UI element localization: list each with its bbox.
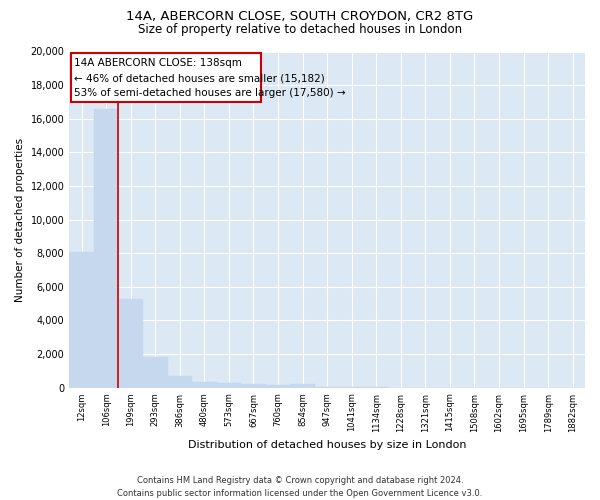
Text: 14A, ABERCORN CLOSE, SOUTH CROYDON, CR2 8TG: 14A, ABERCORN CLOSE, SOUTH CROYDON, CR2 … [127,10,473,23]
Text: Size of property relative to detached houses in London: Size of property relative to detached ho… [138,22,462,36]
Bar [118,298,143,388]
Bar [69,252,94,388]
Bar [167,376,192,388]
Text: Contains HM Land Registry data © Crown copyright and database right 2024.
Contai: Contains HM Land Registry data © Crown c… [118,476,482,498]
Bar [192,382,217,388]
Bar [290,384,315,388]
Y-axis label: Number of detached properties: Number of detached properties [15,138,25,302]
X-axis label: Distribution of detached houses by size in London: Distribution of detached houses by size … [188,440,466,450]
Bar [241,384,266,388]
Bar [143,356,167,388]
Bar [94,108,118,388]
FancyBboxPatch shape [71,53,261,102]
Bar [266,385,290,388]
Text: 14A ABERCORN CLOSE: 138sqm
← 46% of detached houses are smaller (15,182)
53% of : 14A ABERCORN CLOSE: 138sqm ← 46% of deta… [74,58,346,98]
Bar [315,387,340,388]
Bar [217,383,241,388]
